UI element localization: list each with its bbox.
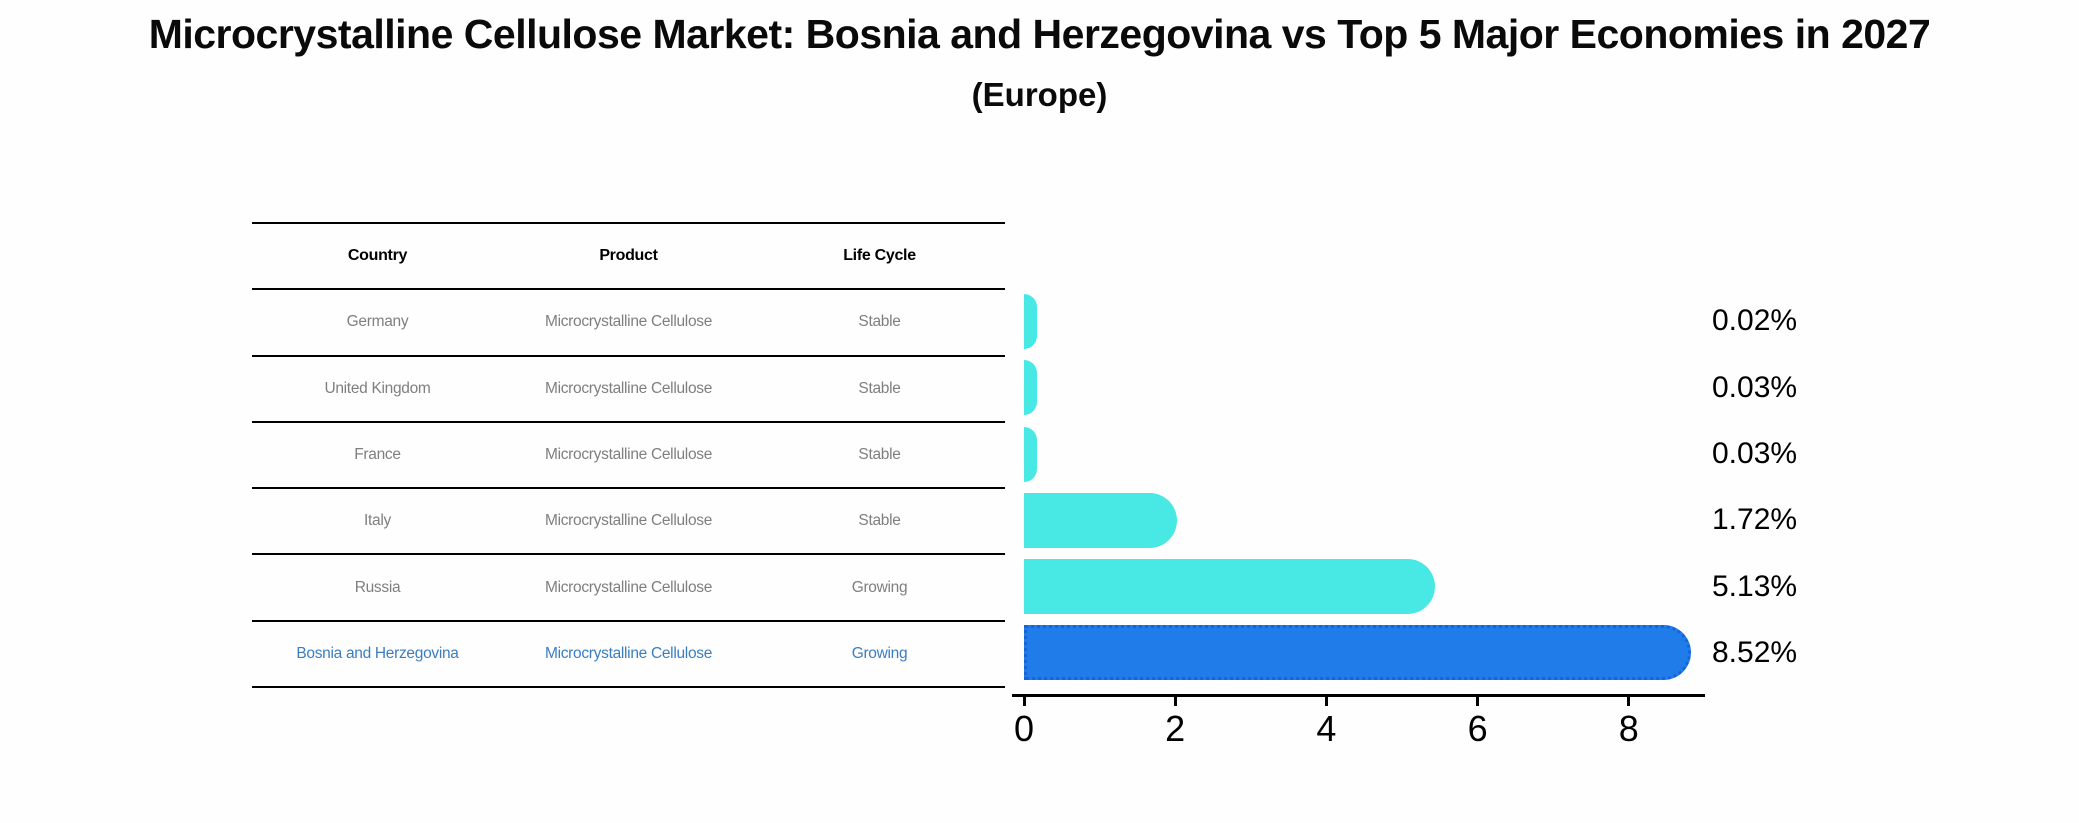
table-row: Russia Microcrystalline Cellulose Growin… xyxy=(252,555,1005,622)
table-row: France Microcrystalline Cellulose Stable xyxy=(252,423,1005,490)
chart-title: Microcrystalline Cellulose Market: Bosni… xyxy=(148,11,1931,57)
chart-subtitle: (Europe) xyxy=(971,76,1108,113)
bar-value-label: 5.13% xyxy=(1712,569,1798,603)
table-cell-product: Microcrystalline Cellulose xyxy=(544,578,713,596)
table-cell-country: Russia xyxy=(354,578,401,596)
table-row: Italy Microcrystalline Cellulose Stable xyxy=(252,489,1005,556)
table-cell-country: United Kingdom xyxy=(324,379,431,397)
table-cell-product: Microcrystalline Cellulose xyxy=(544,512,713,530)
bar-bosnia-and-herzegovina xyxy=(1024,625,1692,681)
bar-italy xyxy=(1024,492,1178,548)
table-cell-country: Italy xyxy=(364,512,391,530)
x-axis-tick-label: 6 xyxy=(1467,708,1488,749)
table-cell-country: Bosnia and Herzegovina xyxy=(296,644,459,662)
table-row: Germany Microcrystalline Cellulose Stabl… xyxy=(252,290,1005,357)
table-header-product: Product xyxy=(599,247,658,265)
table-row: United Kingdom Microcrystalline Cellulos… xyxy=(252,357,1005,423)
bar-value-label: 8.52% xyxy=(1712,635,1798,669)
table-cell-life-cycle: Stable xyxy=(858,313,901,331)
table-row: Bosnia and Herzegovina Microcrystalline … xyxy=(252,622,1005,689)
table-cell-life-cycle: Stable xyxy=(858,446,901,464)
table-cell-country: Germany xyxy=(346,313,409,331)
x-axis-line xyxy=(1012,694,1705,697)
x-axis-tick xyxy=(1022,697,1026,706)
table-cell-life-cycle: Stable xyxy=(858,379,901,397)
x-axis-tick-label: 4 xyxy=(1316,708,1337,749)
bar-united-kingdom xyxy=(1024,360,1037,416)
table-cell-product: Microcrystalline Cellulose xyxy=(544,446,713,464)
bar-value-label: 0.03% xyxy=(1712,437,1798,471)
bar-russia xyxy=(1024,559,1435,615)
bar-france xyxy=(1024,426,1037,482)
table-cell-product: Microcrystalline Cellulose xyxy=(544,644,713,662)
table-header-country: Country xyxy=(347,247,408,265)
table-cell-country: France xyxy=(354,446,401,464)
table-cell-life-cycle: Growing xyxy=(851,644,908,662)
bar-value-label: 0.02% xyxy=(1712,304,1798,338)
x-axis-tick-label: 8 xyxy=(1618,708,1639,749)
x-axis-tick xyxy=(1476,697,1480,706)
x-axis-tick xyxy=(1627,697,1631,706)
country-table: Country Product Life Cycle Germany Micro… xyxy=(252,222,1005,689)
table-cell-life-cycle: Growing xyxy=(851,578,908,596)
table-header-life-cycle: Life Cycle xyxy=(843,247,916,265)
table-header-row: Country Product Life Cycle xyxy=(252,224,1005,291)
x-axis-tick-label: 0 xyxy=(1013,708,1035,749)
table-cell-life-cycle: Stable xyxy=(858,512,901,530)
x-axis-tick xyxy=(1324,697,1328,706)
bar-value-label: 1.72% xyxy=(1712,503,1798,537)
table-body: Germany Microcrystalline Cellulose Stabl… xyxy=(252,290,1005,689)
x-axis-tick-label: 2 xyxy=(1165,708,1186,749)
table-cell-product: Microcrystalline Cellulose xyxy=(544,313,713,331)
table-cell-product: Microcrystalline Cellulose xyxy=(544,379,713,397)
bar-value-label: 0.03% xyxy=(1712,370,1798,404)
x-axis-tick xyxy=(1173,697,1177,706)
bar-germany xyxy=(1024,293,1037,349)
